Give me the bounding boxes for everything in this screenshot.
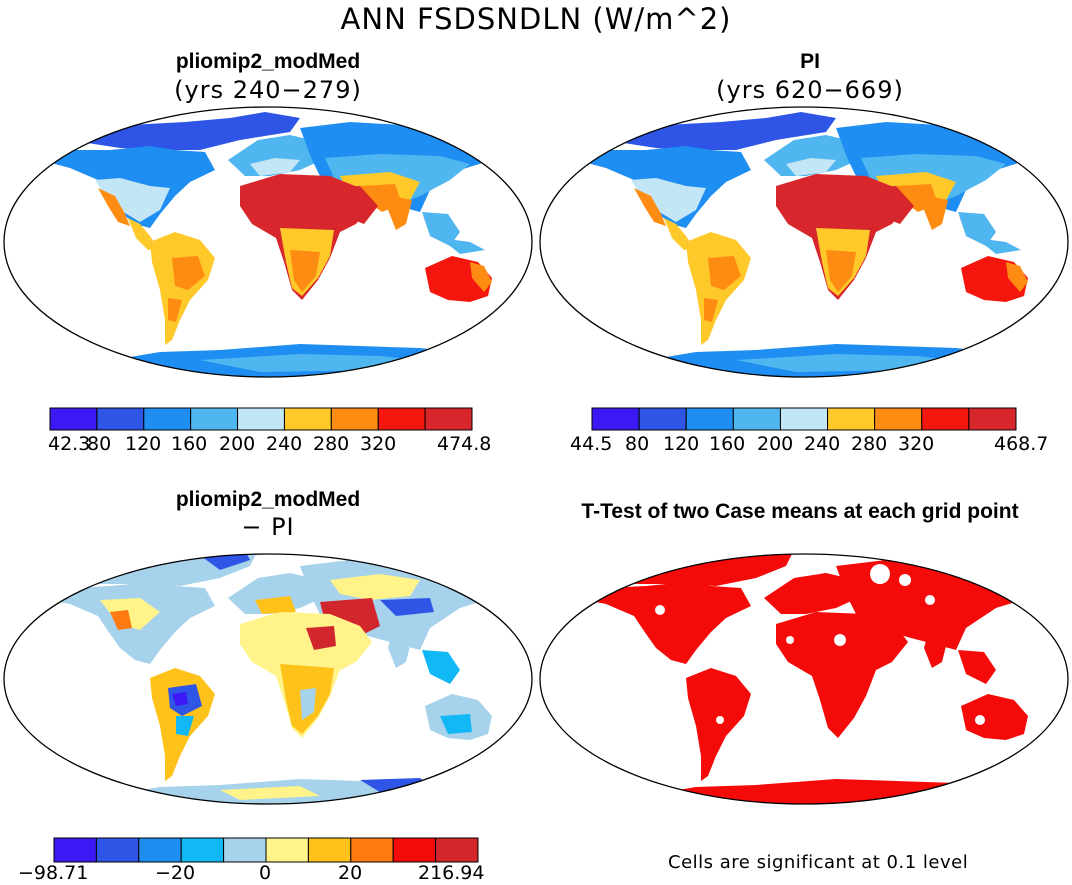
colorbar-swatch	[95, 837, 140, 863]
cb-case-label: 120	[125, 433, 162, 455]
colorbar-swatch	[638, 407, 687, 431]
colorbar-swatch	[377, 407, 426, 431]
cb-ref-label: 44.5	[570, 433, 613, 455]
colorbar-swatch	[424, 407, 473, 431]
cb-ref-label: 280	[851, 433, 888, 455]
map-ttest-border	[539, 553, 1069, 805]
colorbar-swatch	[223, 837, 267, 863]
panel-case-title: pliomip2_modMed	[175, 50, 361, 73]
panel-diff-subtitle: − PI	[241, 513, 295, 541]
panel-ttest-title: T-Test of two Case means at each grid po…	[581, 500, 1019, 523]
colorbar-swatch	[968, 407, 1017, 431]
colorbar-swatch	[330, 407, 379, 431]
colorbar-swatch	[591, 407, 640, 431]
cb-ref-label: 80	[625, 433, 650, 455]
cb-diff-label: 20	[338, 862, 363, 884]
colorbar-swatch	[283, 407, 332, 431]
map-diff-border	[3, 553, 533, 805]
cb-ref-label: 160	[709, 433, 746, 455]
cb-ref-label: 320	[898, 433, 935, 455]
map-ref	[576, 112, 1056, 377]
colorbar-swatch	[96, 407, 145, 431]
figure-title: ANN FSDSNDLN (W/m^2)	[340, 2, 732, 36]
colorbar-swatch	[307, 837, 352, 863]
colorbar-diff	[53, 837, 479, 863]
cb-diff-label: 216.94	[418, 862, 485, 884]
colorbar-swatch	[53, 837, 97, 863]
cb-case-label: 80	[87, 433, 112, 455]
colorbar-swatch	[180, 837, 225, 863]
south-america	[150, 232, 215, 345]
cb-case-label: 320	[360, 433, 397, 455]
panel-ref-title: PI	[800, 50, 820, 73]
colorbar-swatch	[237, 407, 285, 431]
significance-note: Cells are significant at 0.1 level	[668, 852, 969, 873]
cb-diff-label: −20	[155, 862, 196, 884]
colorbar-swatch	[49, 407, 98, 431]
colorbar-swatch	[779, 407, 829, 431]
map-ttest	[576, 554, 1056, 804]
map-case-border	[3, 106, 533, 378]
colorbar-swatch	[435, 837, 479, 863]
cb-case-label: 200	[219, 433, 256, 455]
panel-diff-title: pliomip2_modMed	[175, 488, 361, 511]
colorbar-swatch	[265, 837, 309, 863]
cb-ref-label: 468.7	[994, 433, 1049, 455]
colorbar-swatch	[138, 837, 182, 863]
colorbar-swatch	[827, 407, 876, 431]
colorbar-swatch	[143, 407, 192, 431]
cb-case-label: 474.8	[437, 433, 492, 455]
colorbar-swatch	[350, 837, 394, 863]
panel-ref-subtitle: (yrs 620−669)	[716, 76, 904, 104]
cb-ref-label: 240	[804, 433, 841, 455]
cb-case-label: 280	[313, 433, 350, 455]
colorbar-swatch	[732, 407, 781, 431]
cb-case-label: 240	[266, 433, 303, 455]
cb-case-label: 160	[171, 433, 208, 455]
map-diff	[40, 554, 520, 804]
cb-ref-label: 200	[757, 433, 794, 455]
cb-case-label: 42.3	[48, 433, 91, 455]
cb-diff-label: 0	[259, 862, 272, 884]
cb-diff-label: −98.71	[18, 862, 89, 884]
map-case	[40, 112, 520, 377]
colorbar-swatch	[685, 407, 734, 431]
colorbar-swatch	[921, 407, 970, 431]
colorbar-case	[49, 407, 473, 431]
panel-case-subtitle: (yrs 240−279)	[174, 76, 362, 104]
greenland	[68, 112, 300, 150]
colorbar-swatch	[392, 837, 437, 863]
colorbar-swatch	[190, 407, 239, 431]
ttest-gaps	[655, 564, 985, 725]
cb-ref-label: 120	[663, 433, 700, 455]
colorbar-ref	[591, 407, 1017, 431]
colorbar-swatch	[874, 407, 923, 431]
map-ref-border	[539, 106, 1069, 378]
